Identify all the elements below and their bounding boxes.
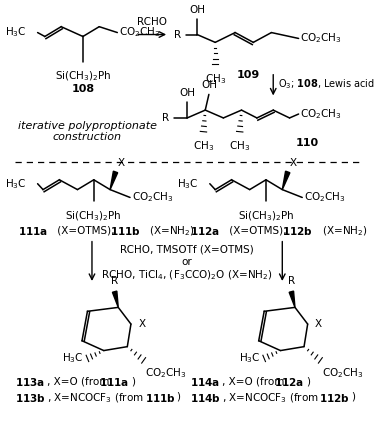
Text: Si(CH$_3$)$_2$Ph: Si(CH$_3$)$_2$Ph (66, 209, 122, 223)
Text: X: X (289, 158, 297, 168)
Text: CO$_2$CH$_3$: CO$_2$CH$_3$ (322, 366, 364, 380)
Text: $\mathbf{112b}$: $\mathbf{112b}$ (319, 392, 350, 404)
Text: or: or (182, 257, 193, 267)
Polygon shape (282, 171, 290, 190)
Text: ): ) (131, 376, 135, 386)
Text: , X=O (from: , X=O (from (222, 376, 287, 386)
Text: CO$_2$CH$_3$: CO$_2$CH$_3$ (304, 190, 346, 204)
Text: X: X (138, 319, 145, 329)
Text: CO$_2$CH$_3$: CO$_2$CH$_3$ (145, 366, 187, 380)
Text: $\mathbf{114b}$: $\mathbf{114b}$ (190, 392, 220, 404)
Text: H$_3$C: H$_3$C (177, 177, 199, 191)
Text: $\mathbf{111b}$: $\mathbf{111b}$ (145, 392, 175, 404)
Polygon shape (112, 291, 118, 307)
Text: OH: OH (201, 80, 217, 91)
Text: (X=OTMS),: (X=OTMS), (226, 226, 290, 236)
Text: CO$_2$CH$_3$: CO$_2$CH$_3$ (300, 31, 342, 45)
Text: R: R (174, 29, 181, 40)
Text: $\mathbf{114a}$: $\mathbf{114a}$ (190, 376, 220, 388)
Text: CO$_2$CH$_3$: CO$_2$CH$_3$ (300, 107, 342, 121)
Text: Si(CH$_3$)$_2$Ph: Si(CH$_3$)$_2$Ph (238, 209, 294, 223)
Text: Si(CH$_3$)$_2$Ph: Si(CH$_3$)$_2$Ph (55, 70, 111, 83)
Text: R: R (162, 113, 169, 123)
Text: $\mathbf{112b}$: $\mathbf{112b}$ (282, 225, 313, 237)
Text: RCHO, TiCl$_4$, (F$_3$CCO)$_2$O (X=NH$_2$): RCHO, TiCl$_4$, (F$_3$CCO)$_2$O (X=NH$_2… (101, 268, 273, 282)
Text: H$_3$C: H$_3$C (5, 177, 27, 191)
Text: (X=NH$_2$): (X=NH$_2$) (319, 224, 367, 238)
Text: ): ) (306, 376, 310, 386)
Text: H$_3$C: H$_3$C (62, 351, 84, 366)
Text: OH: OH (189, 5, 205, 15)
Text: H$_3$C: H$_3$C (5, 26, 27, 40)
Text: $\mathbf{111a}$: $\mathbf{111a}$ (99, 376, 129, 388)
Text: 108: 108 (71, 84, 94, 94)
Text: $\mathbf{111a}$: $\mathbf{111a}$ (18, 225, 48, 237)
Text: H$_3$C: H$_3$C (239, 351, 261, 366)
Text: CH$_3$: CH$_3$ (193, 139, 214, 153)
Text: $\mathbf{113b}$: $\mathbf{113b}$ (15, 392, 46, 404)
Text: X: X (117, 158, 124, 168)
Text: 110: 110 (296, 138, 319, 147)
Text: CH$_3$: CH$_3$ (229, 139, 250, 153)
Text: $\mathbf{112a}$: $\mathbf{112a}$ (190, 225, 220, 237)
Text: R: R (288, 276, 295, 286)
Text: , X=NCOCF$_3$ (from: , X=NCOCF$_3$ (from (47, 392, 144, 405)
Text: (X=OTMS),: (X=OTMS), (54, 226, 118, 236)
Text: R: R (111, 276, 118, 286)
Text: RCHO: RCHO (137, 17, 167, 27)
Polygon shape (289, 291, 295, 307)
Text: (X=NH$_2$): (X=NH$_2$) (146, 224, 195, 238)
Text: iterative polyproptionate
construction: iterative polyproptionate construction (18, 121, 157, 142)
Text: X: X (315, 319, 322, 329)
Text: 109: 109 (237, 70, 260, 80)
Text: $\mathbf{112a}$: $\mathbf{112a}$ (274, 376, 304, 388)
Text: CH$_3$: CH$_3$ (205, 72, 226, 85)
Text: $\mathbf{113a}$: $\mathbf{113a}$ (15, 376, 45, 388)
Text: RCHO, TMSOTf (X=OTMS): RCHO, TMSOTf (X=OTMS) (120, 244, 254, 255)
Text: ): ) (351, 392, 355, 402)
Text: , X=NCOCF$_3$ (from: , X=NCOCF$_3$ (from (222, 392, 319, 405)
Text: ): ) (176, 392, 180, 402)
Text: $\mathbf{111b}$: $\mathbf{111b}$ (110, 225, 141, 237)
Text: O$_3$; $\mathbf{108}$, Lewis acid: O$_3$; $\mathbf{108}$, Lewis acid (278, 78, 375, 91)
Text: , X=O (from: , X=O (from (47, 376, 112, 386)
Text: CO$_2$CH$_3$: CO$_2$CH$_3$ (119, 26, 161, 40)
Polygon shape (110, 171, 118, 190)
Text: CO$_2$CH$_3$: CO$_2$CH$_3$ (132, 190, 174, 204)
Text: OH: OH (179, 88, 195, 98)
